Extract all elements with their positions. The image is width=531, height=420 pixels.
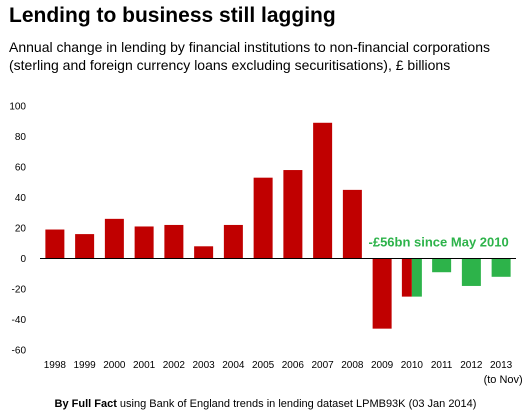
x-tick-label: 2013 xyxy=(490,360,513,371)
x-tick-labels: 1998 1999 2000 2001 2002 2003 2004 2005 2006 2007… xyxy=(44,360,513,371)
x-tick-label: 2006 xyxy=(282,360,305,371)
y-tick-labels: 100 80 60 40 20 0 -20 -40 -60 xyxy=(9,102,26,357)
chart-title: Lending to business still lagging xyxy=(9,4,336,27)
chart-subtitle: Annual change in lending by financial in… xyxy=(9,39,490,73)
y-tick-label: 40 xyxy=(15,193,27,204)
x-tick-label: 2007 xyxy=(312,360,335,371)
bar-1998-series-1 xyxy=(45,229,65,259)
x-tick-label: 2011 xyxy=(431,360,453,371)
bar-2002-series-1 xyxy=(164,224,184,259)
x-tick-label: 1998 xyxy=(44,360,67,371)
bar-2009-series-1 xyxy=(372,258,392,329)
x-tick-label: 2004 xyxy=(222,360,245,371)
x-tick-label: 1999 xyxy=(74,360,97,371)
bar-2006-series-1 xyxy=(283,170,303,259)
x-tick-label: 2008 xyxy=(341,360,364,371)
x-tick-label: 2002 xyxy=(163,360,186,371)
bar-2004-series-1 xyxy=(223,224,243,259)
y-tick-label: 20 xyxy=(15,224,27,235)
x-tick-note: (to Nov) xyxy=(484,374,523,386)
bars-group xyxy=(45,122,511,329)
credit-source: using Bank of England trends in lending … xyxy=(116,398,477,410)
bar-2008-series-1 xyxy=(342,189,362,259)
bar-2001-series-1 xyxy=(134,226,154,259)
bar-2007-series-1 xyxy=(313,122,333,259)
bar-2005-series-1 xyxy=(253,177,273,259)
y-tick-label: 60 xyxy=(15,163,27,174)
annotation-label: -£56bn since May 2010 xyxy=(369,234,509,249)
source-credit: By Full Fact using Bank of England trend… xyxy=(0,398,531,410)
bar-1999-series-1 xyxy=(75,234,95,259)
y-tick-label: -40 xyxy=(12,315,27,326)
x-tick-label: 2005 xyxy=(252,360,275,371)
bar-2010-series-2 xyxy=(411,258,422,297)
y-tick-label: -20 xyxy=(12,285,27,296)
x-tick-label: 2000 xyxy=(103,360,126,371)
y-tick-label: 80 xyxy=(15,132,27,143)
x-tick-label: 2003 xyxy=(193,360,216,371)
y-tick-label: -60 xyxy=(12,346,27,357)
x-tick-label: 2001 xyxy=(133,360,156,371)
bar-2003-series-1 xyxy=(194,246,214,259)
bar-2013-series-2 xyxy=(491,258,511,277)
bar-2011-series-2 xyxy=(432,258,452,273)
y-tick-label: 0 xyxy=(20,254,26,265)
y-tick-label: 100 xyxy=(9,102,26,113)
bar-2000-series-1 xyxy=(104,218,124,259)
x-tick-label: 2010 xyxy=(401,360,424,371)
x-tick-label: 2009 xyxy=(371,360,394,371)
credit-author: By Full Fact xyxy=(54,398,117,410)
x-tick-label: 2012 xyxy=(460,360,483,371)
bar-2012-series-2 xyxy=(461,258,481,286)
bar-2010-series-1 xyxy=(401,258,412,297)
